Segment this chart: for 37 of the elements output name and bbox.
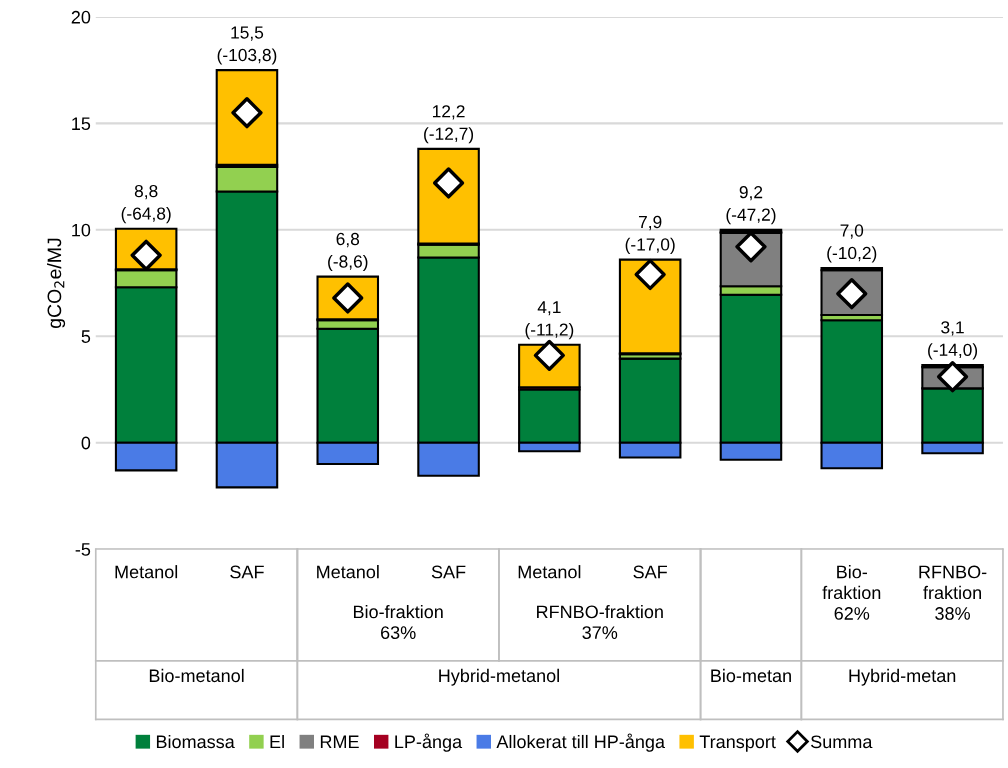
text: RFNBO-fraktion 37% [537, 605, 663, 640]
data-label: 8,8 (-64,8) [121, 184, 171, 224]
legend-label: Allokerat till HP-ånga [496, 733, 665, 752]
y-tick-label: 5 [81, 330, 91, 343]
data-label: 4,1 (-11,2) [525, 301, 574, 340]
legend-label: El [270, 734, 284, 748]
data-label: 3,1 (-14,0) [928, 321, 978, 360]
text: Bio-metanol [149, 668, 244, 683]
x-tick-label: Metanol [115, 565, 178, 579]
text: Bio-fraktion 63% [353, 605, 443, 640]
x-tick-label: Bio- fraktion 62% [822, 565, 881, 620]
legend-label: RME [320, 735, 359, 748]
data-label: 15,5 (-103,8) [217, 26, 277, 65]
data-label: 7,9 (-17,0) [625, 215, 675, 255]
x-tick-label: SAF [431, 565, 466, 579]
legend-label: Biomassa [156, 734, 235, 749]
x-tick-label: Metanol [518, 565, 581, 579]
y-tick-label: 0 [81, 436, 91, 450]
data-label: 12,2 (-12,7) [424, 105, 474, 144]
text: Hybrid-metanol [439, 668, 559, 686]
y-tick-label: 10 [72, 223, 91, 237]
x-tick-label: Metanol [317, 565, 379, 579]
y-tick-label: 20 [71, 10, 91, 24]
data-label: 9,2 (-47,2) [726, 186, 776, 225]
data-label: 7,0 (-10,2) [827, 224, 877, 263]
legend-label: LP-ånga [395, 733, 463, 752]
legend-label: Transport [699, 735, 776, 752]
y-tick-label: 15 [72, 117, 91, 131]
text: Hybrid-metan [849, 668, 956, 686]
text: Bio-metan [711, 668, 791, 683]
x-tick-label: SAF [633, 565, 667, 579]
y-tick-label: -5 [75, 543, 91, 556]
x-tick-label: RFNBO- fraktion 38% [919, 565, 987, 620]
data-label: 6,8 (-8,6) [328, 232, 368, 272]
legend-label: Summa [811, 735, 873, 749]
x-tick-label: SAF [230, 565, 264, 579]
y-axis-title: gCO$_{2}$e/MJ [46, 238, 66, 328]
